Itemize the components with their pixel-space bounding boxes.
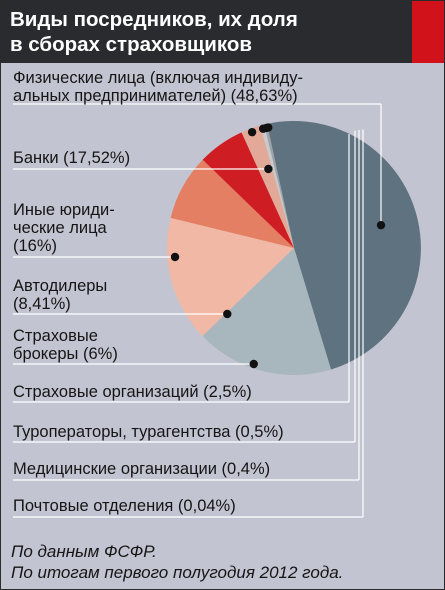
leader-dot-insurance-brokers bbox=[249, 359, 258, 369]
slice-banks bbox=[202, 248, 331, 375]
leader-dot-banks bbox=[264, 164, 273, 174]
leader-dot-post-offices bbox=[264, 123, 273, 132]
label-medical-organizations: Медицинские организации (0,4%) bbox=[13, 460, 271, 478]
slice-individuals bbox=[267, 121, 421, 370]
slice-tour-operators bbox=[260, 124, 294, 248]
source-line-2: По итогам первого полугодия 2012 года. bbox=[11, 563, 344, 582]
label-post-offices: Почтовые отделения (0,04%) bbox=[13, 497, 236, 515]
header-bar: Виды посредников, их доля в сборах страх… bbox=[1, 1, 444, 63]
slice-insurance-brokers bbox=[202, 132, 294, 248]
label-individuals: Физические лица (включая индивиду- альны… bbox=[13, 69, 303, 105]
label-banks: Банки (17,52%) bbox=[13, 149, 131, 167]
slice-post-offices bbox=[267, 123, 294, 248]
leader-dot-insurance-organizations bbox=[247, 127, 257, 137]
leader-dot-car-dealers bbox=[223, 309, 232, 319]
slice-car-dealers bbox=[170, 159, 294, 248]
label-tour-operators: Туроператоры, турагентства (0,5%) bbox=[13, 423, 284, 441]
slice-other-legal-entities bbox=[166, 217, 294, 336]
leader-dot-other-legal-entities bbox=[170, 252, 180, 262]
label-insurance-organizations: Страховые организаций (2,5%) bbox=[13, 383, 252, 401]
slice-insurance-organizations bbox=[241, 125, 294, 248]
leader-dot-individuals bbox=[376, 220, 386, 230]
chart-title-line-2: в сборах страховщиков bbox=[10, 33, 253, 56]
red-accent-block bbox=[412, 1, 444, 63]
chart-title: Виды посредников, их доля в сборах страх… bbox=[10, 7, 380, 57]
label-other-legal-entities: Иные юриди- ческие лица (16%) bbox=[13, 201, 115, 255]
chart-title-line-1: Виды посредников, их доля bbox=[10, 8, 298, 31]
label-insurance-brokers: Страховые брокеры (6%) bbox=[13, 327, 118, 363]
slice-medical-organizations bbox=[264, 123, 294, 248]
source-note: По данным ФСФР. По итогам первого полуго… bbox=[11, 541, 343, 583]
source-line-1: По данным ФСФР. bbox=[11, 542, 157, 561]
label-car-dealers: Автодилеры (8,41%) bbox=[13, 277, 108, 313]
